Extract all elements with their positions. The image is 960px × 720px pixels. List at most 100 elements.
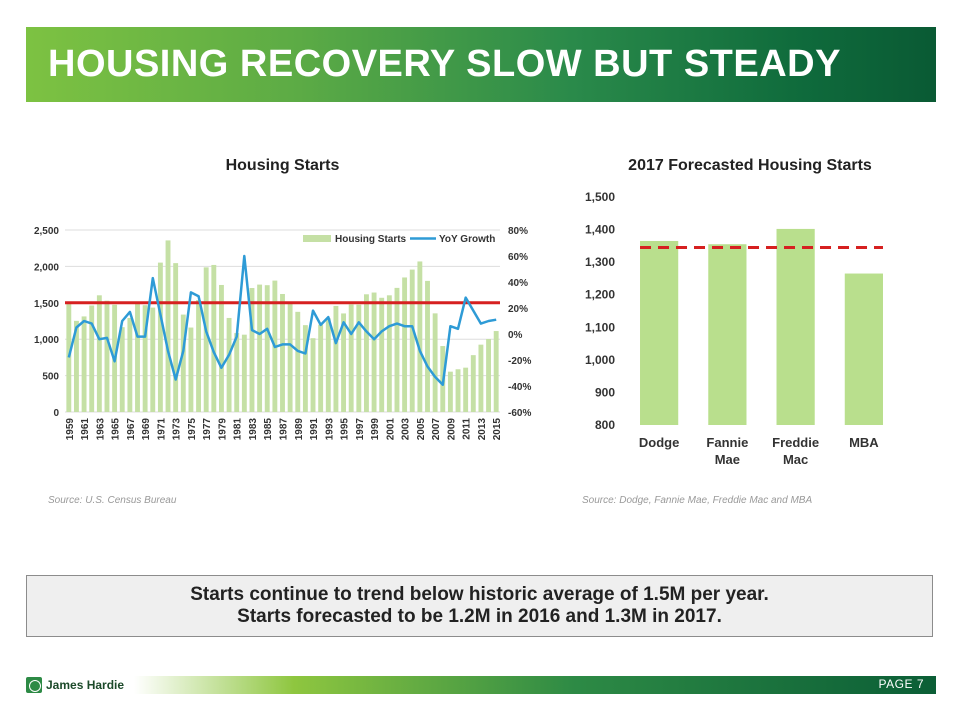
x-tick-label: 2005 bbox=[416, 418, 427, 441]
housing-starts-bar bbox=[211, 264, 217, 412]
x-category-label: Dodge bbox=[639, 435, 679, 450]
housing-starts-bar bbox=[493, 331, 499, 412]
housing-starts-bar bbox=[417, 261, 423, 412]
x-tick-label: 2003 bbox=[401, 418, 412, 441]
x-tick-label: 1989 bbox=[294, 418, 305, 441]
x-tick-label: 1977 bbox=[202, 418, 213, 441]
housing-starts-bar bbox=[234, 333, 240, 412]
housing-starts-chart: Housing Starts 0 500 1,000 1,500 2,000 2,500 -6… bbox=[34, 157, 531, 441]
x-tick-label: 1965 bbox=[111, 418, 122, 441]
housing-starts-source: Source: U.S. Census Bureau bbox=[48, 495, 177, 506]
housing-starts-bar bbox=[142, 305, 148, 412]
housing-starts-bar bbox=[241, 334, 247, 412]
housing-starts-bar bbox=[318, 324, 324, 412]
title-banner: HOUSING RECOVERY SLOW BUT STEADY bbox=[26, 27, 936, 102]
housing-starts-bar bbox=[356, 304, 362, 412]
y-tick-label: 900 bbox=[595, 385, 615, 399]
forecast-source: Source: Dodge, Fannie Mae, Freddie Mac a… bbox=[582, 495, 813, 506]
y-left-tick-label: 2,000 bbox=[34, 262, 59, 273]
housing-starts-bar bbox=[463, 367, 469, 412]
housing-starts-bar bbox=[402, 277, 408, 412]
y-right-tick-label: -20% bbox=[508, 356, 531, 367]
housing-starts-bar bbox=[249, 288, 255, 412]
housing-starts-bar bbox=[478, 344, 484, 412]
forecast-bar bbox=[640, 240, 679, 425]
housing-starts-bar bbox=[81, 316, 87, 412]
forecast-bar bbox=[708, 244, 747, 425]
x-tick-label: 1997 bbox=[355, 418, 366, 441]
summary-line-2: Starts forecasted to be 1.2M in 2016 and… bbox=[237, 606, 722, 627]
housing-starts-bar bbox=[425, 280, 430, 412]
housing-starts-bar bbox=[196, 300, 201, 412]
summary-message-box: Starts continue to trend below historic … bbox=[26, 575, 933, 637]
x-tick-label: 1999 bbox=[370, 418, 381, 441]
housing-starts-bar bbox=[295, 311, 301, 412]
x-tick-label: 2013 bbox=[477, 418, 488, 441]
y-tick-label: 1,500 bbox=[585, 190, 615, 204]
y-left-tick-label: 2,500 bbox=[34, 226, 59, 237]
summary-line-1: Starts continue to trend below historic … bbox=[190, 584, 769, 605]
y-tick-label: 1,100 bbox=[585, 320, 615, 334]
housing-starts-bar bbox=[104, 300, 110, 412]
footer-bar: PAGE 7 bbox=[134, 676, 936, 694]
y-right-tick-label: 20% bbox=[508, 304, 528, 315]
x-tick-label: 2009 bbox=[446, 418, 457, 441]
housing-starts-bar bbox=[287, 303, 293, 412]
housing-starts-bar bbox=[257, 284, 263, 412]
x-tick-label: 1973 bbox=[172, 418, 183, 441]
housing-starts-bar bbox=[333, 305, 339, 412]
x-tick-label: 1983 bbox=[248, 418, 259, 441]
chart-title: Housing Starts bbox=[226, 157, 340, 174]
housing-starts-bar bbox=[310, 338, 316, 412]
y-right-tick-label: 80% bbox=[508, 226, 528, 237]
housing-starts-bar bbox=[89, 305, 95, 412]
x-tick-label: 1975 bbox=[187, 418, 198, 441]
x-tick-label: 1991 bbox=[309, 418, 320, 441]
housing-starts-bar bbox=[486, 338, 491, 412]
housing-starts-bar bbox=[447, 371, 453, 412]
housing-starts-bar bbox=[150, 307, 156, 412]
x-tick-label: 2015 bbox=[492, 418, 503, 441]
x-tick-label: 1971 bbox=[156, 418, 167, 441]
x-tick-label: 1981 bbox=[233, 418, 244, 441]
page-title: HOUSING RECOVERY SLOW BUT STEADY bbox=[48, 43, 841, 85]
housing-starts-bar bbox=[280, 293, 285, 412]
housing-starts-bar bbox=[74, 320, 79, 412]
x-tick-label: 1963 bbox=[95, 418, 106, 441]
housing-starts-bar bbox=[157, 262, 163, 412]
y-left-tick-label: 0 bbox=[53, 408, 59, 419]
legend-label-housing-starts: Housing Starts bbox=[335, 234, 407, 245]
legend-label-yoy-growth: YoY Growth bbox=[439, 234, 495, 245]
housing-starts-bar bbox=[341, 313, 346, 412]
yoy-growth-line bbox=[67, 254, 497, 386]
y-tick-label: 1,000 bbox=[585, 353, 615, 367]
x-tick-label: 1959 bbox=[65, 418, 76, 441]
y-tick-label: 1,300 bbox=[585, 255, 615, 269]
y-left-tick-label: 1,500 bbox=[34, 299, 59, 310]
page-number: PAGE 7 bbox=[878, 677, 924, 691]
y-right-tick-label: -60% bbox=[508, 408, 531, 419]
logo-text: James Hardie bbox=[46, 678, 125, 692]
y-tick-label: 1,400 bbox=[585, 223, 615, 237]
forecast-chart: 2017 Forecasted Housing Starts 800 900 1,00… bbox=[585, 157, 883, 467]
x-tick-label: 1995 bbox=[340, 418, 351, 441]
y-left-tick-label: 500 bbox=[42, 372, 59, 383]
housing-starts-bar bbox=[119, 327, 125, 412]
x-tick-label: 1987 bbox=[279, 418, 290, 441]
housing-starts-bar bbox=[302, 325, 308, 412]
housing-starts-bar bbox=[470, 355, 476, 412]
y-left-tick-label: 1,000 bbox=[34, 335, 59, 346]
y-tick-label: 1,200 bbox=[585, 288, 615, 302]
housing-starts-bar bbox=[394, 287, 400, 412]
housing-starts-bar bbox=[379, 297, 385, 412]
x-tick-label: 2007 bbox=[431, 418, 442, 441]
x-tick-label: 1967 bbox=[126, 418, 137, 441]
x-tick-label: 1969 bbox=[141, 418, 152, 441]
x-category-label: MBA bbox=[849, 435, 879, 450]
x-tick-label: 2001 bbox=[385, 418, 396, 441]
housing-starts-bar bbox=[432, 313, 438, 412]
housing-starts-bar bbox=[188, 327, 194, 412]
x-category-label: Mae bbox=[715, 452, 740, 467]
y-right-tick-label: 0% bbox=[508, 330, 523, 341]
james-hardie-logo: James Hardie bbox=[26, 676, 124, 694]
